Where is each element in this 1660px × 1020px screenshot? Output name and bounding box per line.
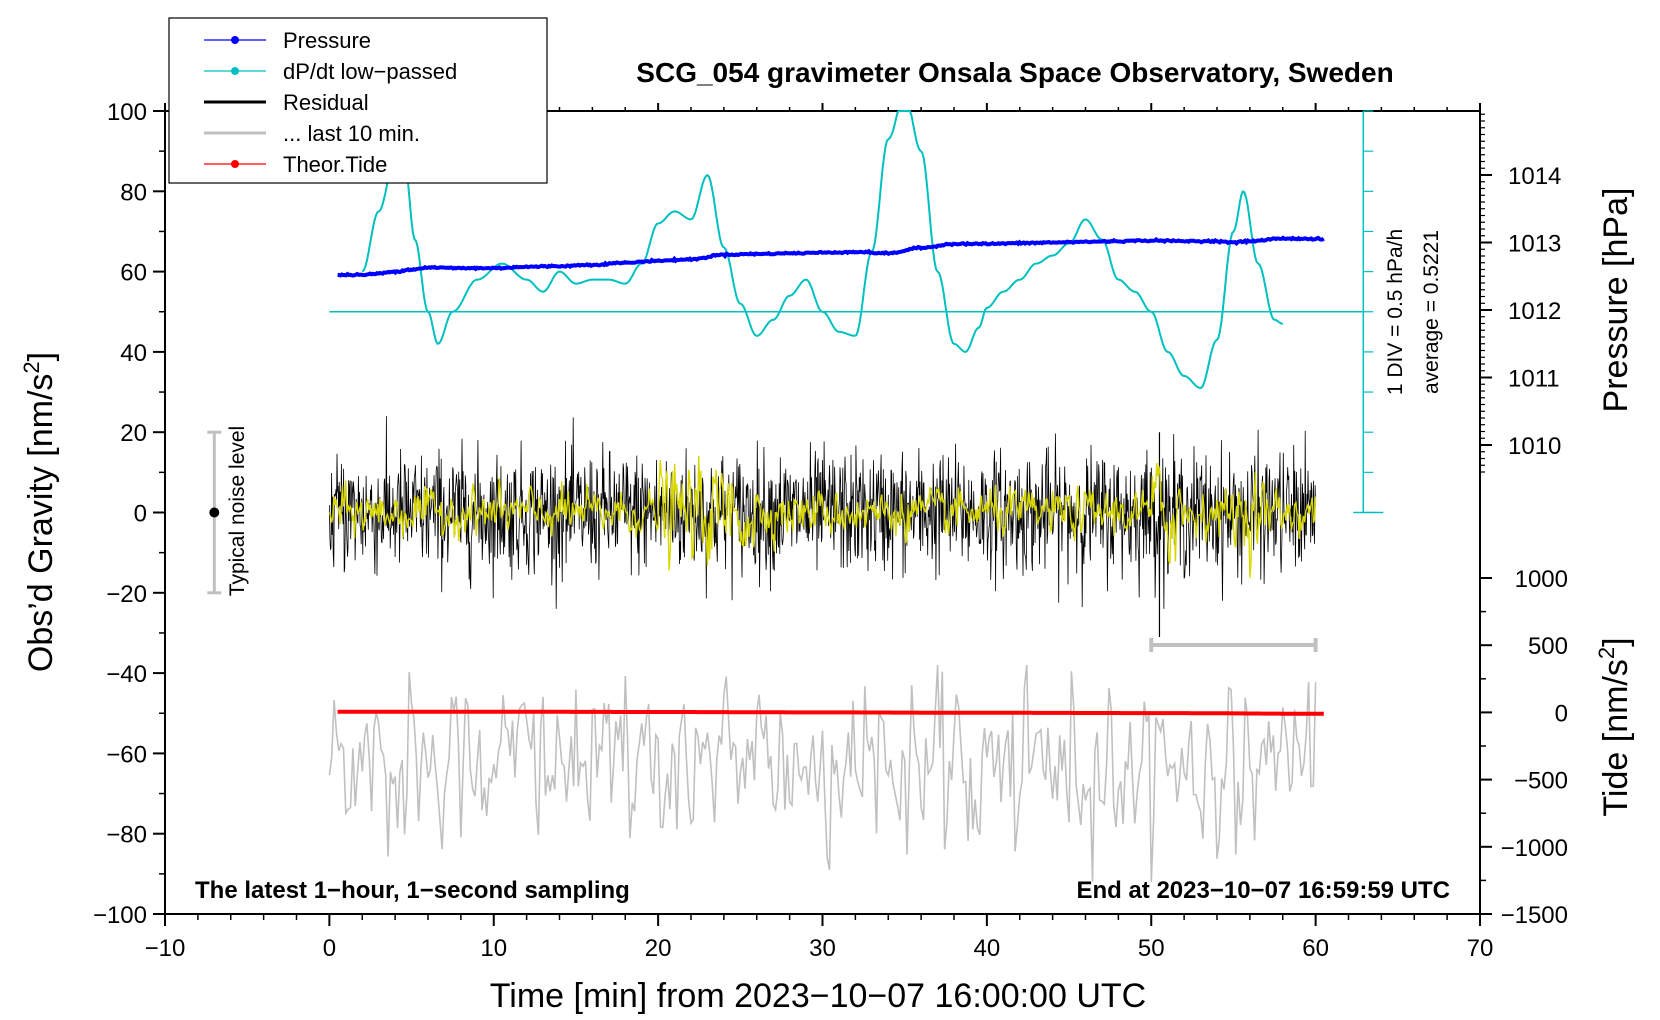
legend-marker: [231, 36, 239, 44]
pressure-tick-label: 1011: [1508, 366, 1560, 393]
y-axis-pressure: 1014 1013 1012 1011 1010: [1480, 113, 1561, 473]
legend-label: dP/dt low−passed: [283, 59, 457, 84]
y-axis-tide-title: Tide [nm/s2]: [1594, 637, 1635, 816]
dpdt-line: [361, 110, 1283, 390]
y-axis-tide-title-close: ]: [1597, 637, 1635, 646]
x-axis: −10 0 10 20 30 40 50 60 70: [145, 103, 1494, 962]
y-axis-tide-title-sup: 2: [1594, 647, 1619, 659]
pressure-tick-label: 1013: [1508, 231, 1561, 258]
legend: Pressure dP/dt low−passed Residual ... last…: [168, 17, 548, 184]
y-axis-tide-title-main: Tide [nm/s: [1597, 659, 1635, 816]
tide-line: [337, 709, 1324, 716]
residual-filtered-series: [328, 455, 1317, 578]
x-tick-label: −10: [145, 935, 186, 962]
last-10-min-series: [328, 665, 1317, 882]
last-10-min-line: [328, 665, 1317, 882]
x-tick-label: 0: [323, 935, 336, 962]
tide-tick-label: −500: [1514, 768, 1568, 795]
x-tick-label: 30: [809, 935, 836, 962]
pressure-series: [337, 235, 1325, 278]
y-tick-label: −80: [106, 822, 147, 849]
x-tick-label: 20: [645, 935, 672, 962]
y-axis-left-title: Obs’d Gravity [nm/s2]: [19, 352, 60, 672]
tide-tick-label: 1000: [1515, 566, 1568, 593]
tide-series: [337, 709, 1324, 716]
tide-tick-label: 0: [1555, 700, 1568, 727]
dpdt-scale-label: 1 DIV = 0.5 hPa/h: [1384, 229, 1407, 395]
chart-title: SCG_054 gravimeter Onsala Space Observat…: [636, 57, 1393, 88]
tide-tick-label: −1500: [1501, 902, 1568, 929]
y-tick-label: 0: [134, 501, 147, 528]
pressure-tick-label: 1014: [1508, 163, 1561, 190]
y-axis-tide: 1000 500 0 −500 −1000 −1500: [1480, 566, 1568, 929]
legend-label: ... last 10 min.: [283, 121, 420, 146]
y-axis-left-title-close: ]: [22, 352, 60, 361]
noise-level-label: Typical noise level: [226, 426, 249, 596]
y-tick-label: 40: [120, 340, 147, 367]
tide-tick-label: −1000: [1501, 835, 1568, 862]
y-tick-label: 20: [120, 420, 147, 447]
pressure-line: [337, 235, 1325, 278]
x-tick-label: 40: [974, 935, 1001, 962]
legend-label: Theor.Tide: [283, 152, 387, 177]
x-axis-title: Time [min] from 2023−10−07 16:00:00 UTC: [490, 977, 1146, 1015]
residual-filtered-line: [328, 455, 1317, 578]
y-axis-pressure-title: Pressure [hPa]: [1597, 188, 1635, 413]
y-tick-label: −20: [106, 581, 147, 608]
dpdt-average-label: average = 0.5221: [1420, 230, 1443, 394]
y-tick-label: 60: [120, 260, 147, 287]
legend-marker: [231, 160, 239, 168]
x-tick-label: 70: [1467, 935, 1494, 962]
y-axis-left-title-sup: 2: [19, 361, 44, 373]
x-tick-label: 10: [480, 935, 507, 962]
x-tick-label: 50: [1138, 935, 1165, 962]
annotation-left: The latest 1−hour, 1−second sampling: [195, 877, 630, 904]
legend-marker: [231, 67, 239, 75]
y-tick-label: −100: [93, 902, 147, 929]
pressure-tick-label: 1010: [1508, 433, 1561, 460]
y-axis-left-title-main: Obs’d Gravity [nm/s: [22, 374, 60, 673]
x-tick-label: 60: [1302, 935, 1329, 962]
dpdt-series: [329, 110, 1384, 514]
y-tick-label: 80: [120, 179, 147, 206]
y-tick-label: −60: [106, 741, 147, 768]
tide-tick-label: 500: [1528, 633, 1568, 660]
y-tick-label: 100: [107, 99, 147, 126]
annotations-layer: [207, 430, 1318, 652]
pressure-tick-label: 1012: [1508, 298, 1561, 325]
y-tick-label: −40: [106, 661, 147, 688]
legend-label: Residual: [283, 90, 369, 115]
y-axis-left: 100 80 60 40 20 0 −20 −40 −60 −80 −100: [93, 99, 165, 929]
annotation-right: End at 2023−10−07 16:59:59 UTC: [1076, 877, 1450, 904]
noise-center-dot: [209, 507, 220, 518]
residual-line: [329, 416, 1316, 609]
legend-label: Pressure: [283, 28, 371, 53]
